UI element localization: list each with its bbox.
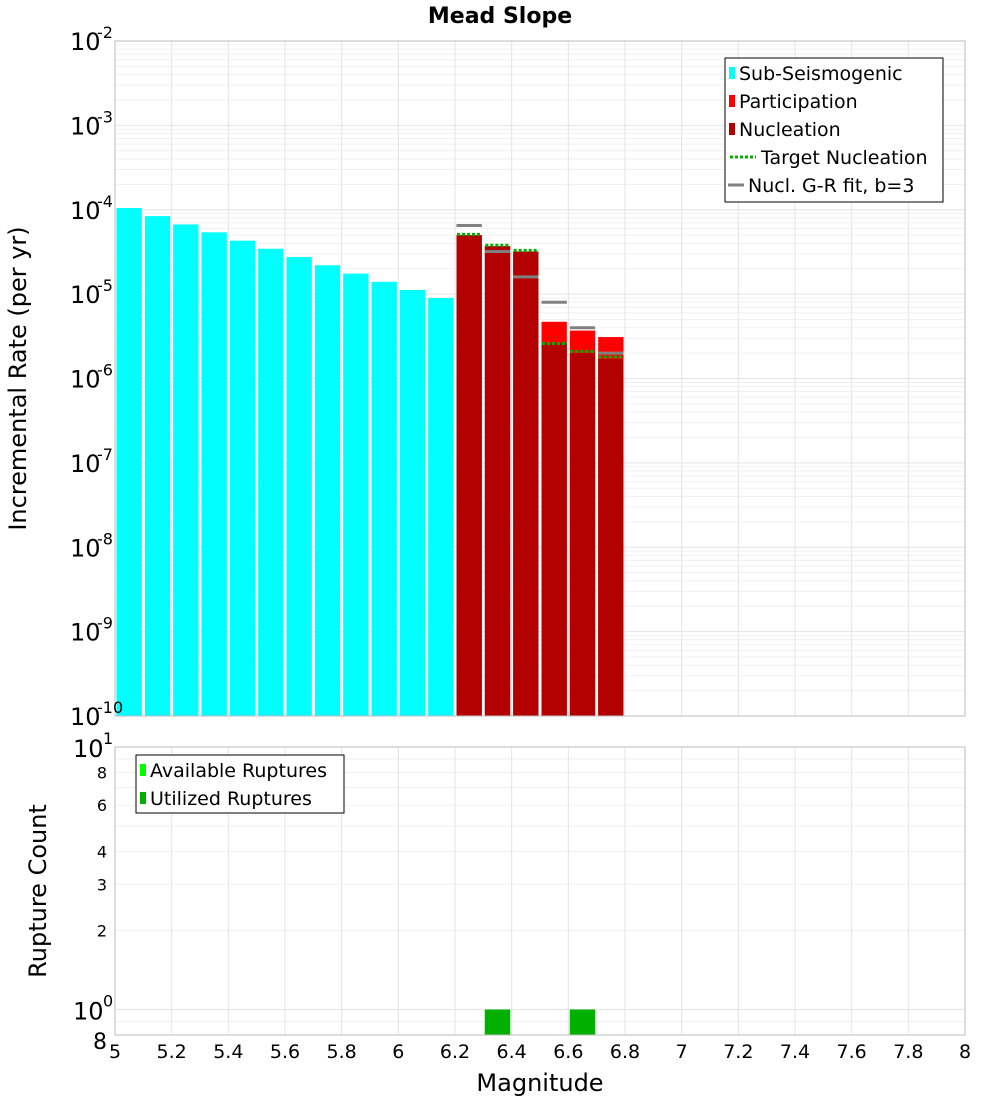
top-y-tick-exponent: -6 <box>97 361 113 380</box>
bottom-legend-box <box>135 754 345 814</box>
bottom-legend: Available Ruptures Utilized Ruptures <box>135 754 345 814</box>
x-tick-label: 6.8 <box>610 1041 640 1063</box>
bottom-y-tick-label: 3 <box>97 875 107 894</box>
top-y-tick-exponent: -2 <box>97 23 113 42</box>
top-plot-frame <box>114 40 966 717</box>
utilized-ruptures-legend-label: Utilized Ruptures <box>150 788 312 810</box>
bottom-y-tick-label: 4 <box>97 842 107 861</box>
nucl-g-r-fit-b-3-legend-label: Nucl. G-R fit, b=3 <box>748 175 914 197</box>
participation-legend-swatch <box>729 95 735 107</box>
x-tick-label: 7.6 <box>837 1041 867 1063</box>
sub-seismogenic-bar <box>286 257 312 716</box>
bottom-y-tick-base: 10 <box>73 998 104 1026</box>
x-tick-label: 6.2 <box>440 1041 470 1063</box>
top-y-axis-label: Incremental Rate (per yr) <box>4 226 32 530</box>
top-y-tick-base: 10 <box>70 112 101 140</box>
top-y-tick-exponent: -9 <box>97 614 113 633</box>
top-y-tick-exponent: -8 <box>97 529 113 548</box>
top-y-tick-exponent: -7 <box>97 445 113 464</box>
top-legend-box <box>724 57 944 203</box>
sub-seismogenic-bar <box>201 232 227 716</box>
x-tick-label: 7 <box>676 1041 688 1063</box>
x-tick-label: 5 <box>109 1041 121 1063</box>
x-tick-label: 7.4 <box>780 1041 810 1063</box>
top-gridlines <box>114 40 966 717</box>
bottom-y-tick-label: 8 <box>93 1030 107 1055</box>
sub-seismogenic-bar <box>428 297 454 716</box>
sub-seismogenic-bar <box>314 265 341 716</box>
top-y-tick-base: 10 <box>70 366 101 394</box>
bottom-bars <box>484 1009 596 1035</box>
top-bars <box>116 207 624 717</box>
sub-seismogenic-bar <box>229 240 256 717</box>
x-tick-labels: 5 5.2 5.4 5.6 5.8 6 6.2 6.4 6.6 6.8 7 7.2 7.4 7.6 7.8 8 <box>109 1041 971 1063</box>
sub-seismogenic-bar <box>116 207 142 716</box>
top-y-tick-exponent: -5 <box>97 276 113 295</box>
bottom-y-tick-label: 8 <box>97 763 107 782</box>
x-tick-label: 5.4 <box>213 1041 243 1063</box>
sub-seismogenic-legend-label: Sub-Seismogenic <box>739 63 903 85</box>
available-ruptures-legend-swatch <box>140 764 146 776</box>
sub-seismogenic-bar <box>343 273 369 716</box>
bottom-y-axis-label: Rupture Count <box>24 804 52 978</box>
x-tick-label: 8 <box>959 1041 971 1063</box>
chart-title: Mead Slope <box>428 4 572 29</box>
top-y-tick-exponent: -10 <box>97 698 123 717</box>
nucleation-bar <box>541 343 567 716</box>
top-y-tick-base: 10 <box>70 703 101 731</box>
x-tick-label: 5.8 <box>327 1041 357 1063</box>
x-tick-label: 6.6 <box>553 1041 583 1063</box>
nucleation-bar <box>484 246 511 716</box>
nucleation-bar <box>569 353 596 716</box>
bottom-y-tick-exponent: 0 <box>103 992 113 1011</box>
available-ruptures-legend-label: Available Ruptures <box>150 760 327 782</box>
x-tick-label: 5.2 <box>157 1041 187 1063</box>
top-legend: Sub-Seismogenic Participation Nucleation Ta… <box>724 57 944 203</box>
nucleation-bar <box>598 359 624 716</box>
sub-seismogenic-bar <box>399 289 426 716</box>
nucleation-legend-label: Nucleation <box>739 119 841 141</box>
x-tick-label: 6.4 <box>497 1041 527 1063</box>
sub-seismogenic-bar <box>371 281 397 716</box>
bottom-plot-frame <box>114 746 966 1036</box>
top-y-tick-base: 10 <box>70 197 101 225</box>
top-y-tick-base: 10 <box>70 619 101 647</box>
x-axis-label: Magnitude <box>476 1069 603 1097</box>
sub-seismogenic-bar <box>173 224 199 717</box>
utilized-ruptures-bar <box>484 1009 511 1035</box>
bottom-y-tick-label: 6 <box>97 796 107 815</box>
utilized-ruptures-legend-swatch <box>140 792 146 804</box>
bottom-y-tick-base: 10 <box>73 735 104 763</box>
nucleation-bar <box>513 251 539 716</box>
utilized-ruptures-bar <box>569 1009 596 1035</box>
bottom-y-tick-label: 2 <box>97 922 107 941</box>
top-y-tick-base: 10 <box>70 28 101 56</box>
target-nucleation-legend-label: Target Nucleation <box>760 147 928 169</box>
bottom-y-tick-exponent: 1 <box>103 729 113 748</box>
top-line-marks <box>456 224 624 359</box>
sub-seismogenic-bar <box>144 216 171 717</box>
top-y-tick-base: 10 <box>70 534 101 562</box>
x-tick-label: 6 <box>392 1041 404 1063</box>
top-y-tick-exponent: -3 <box>97 107 113 126</box>
top-y-tick-base: 10 <box>70 281 101 309</box>
sub-seismogenic-legend-swatch <box>729 67 735 79</box>
x-tick-label: 5.6 <box>270 1041 300 1063</box>
top-y-tick-exponent: -4 <box>97 192 113 211</box>
participation-legend-label: Participation <box>739 91 858 113</box>
top-y-tick-base: 10 <box>70 450 101 478</box>
nucleation-bar <box>456 235 482 716</box>
x-tick-label: 7.2 <box>723 1041 753 1063</box>
nucleation-legend-swatch <box>729 123 735 135</box>
sub-seismogenic-bar <box>258 248 284 716</box>
x-tick-label: 7.8 <box>893 1041 923 1063</box>
